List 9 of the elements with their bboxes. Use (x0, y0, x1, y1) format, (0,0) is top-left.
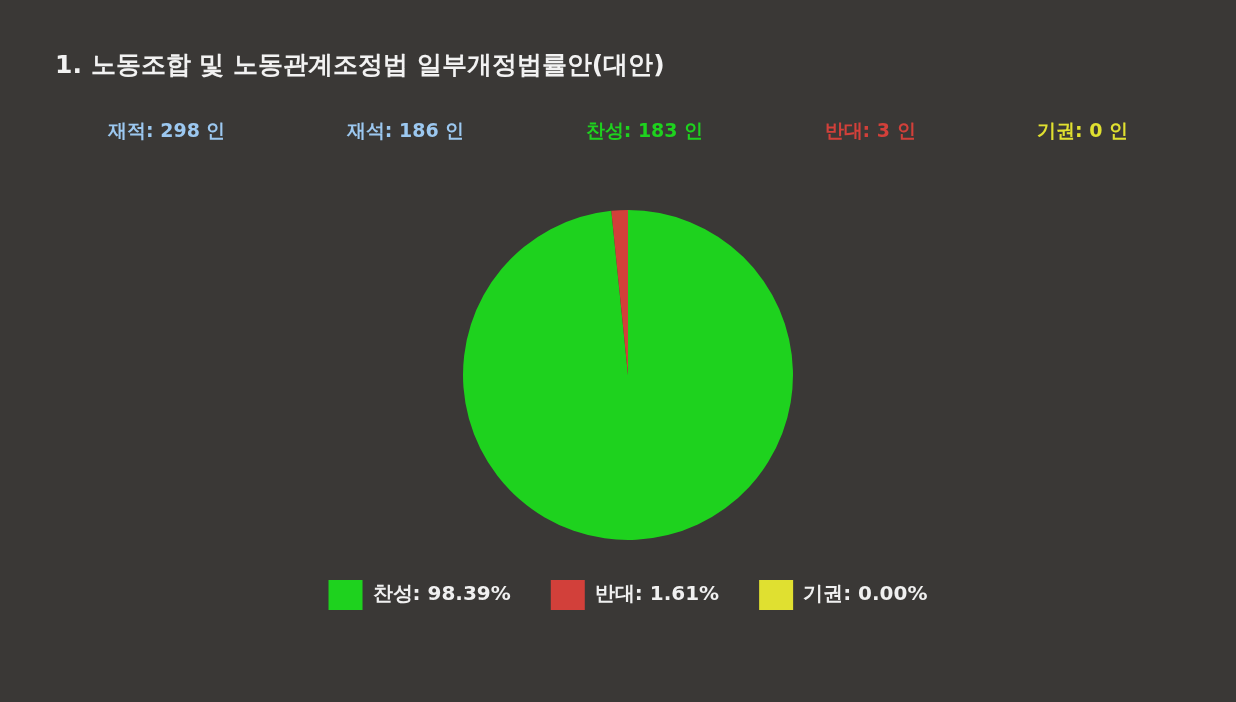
text: 찬성: 183 인 (585, 118, 704, 143)
text: 재적: 298 인 (108, 118, 226, 143)
legend-label: 기권: 0.00% (803, 581, 928, 606)
text: 반대: 3 인 (824, 118, 916, 143)
text: 재석: 186 인 (346, 118, 465, 143)
legend-label: 반대: 1.61% (594, 581, 720, 606)
text: 기권: 0 인 (1036, 118, 1128, 143)
legend-label: 찬성: 98.39% (372, 581, 511, 606)
chart-title: 1. 노동조합 및 노동관계조정법 일부개정법률안(대안) (55, 49, 665, 81)
